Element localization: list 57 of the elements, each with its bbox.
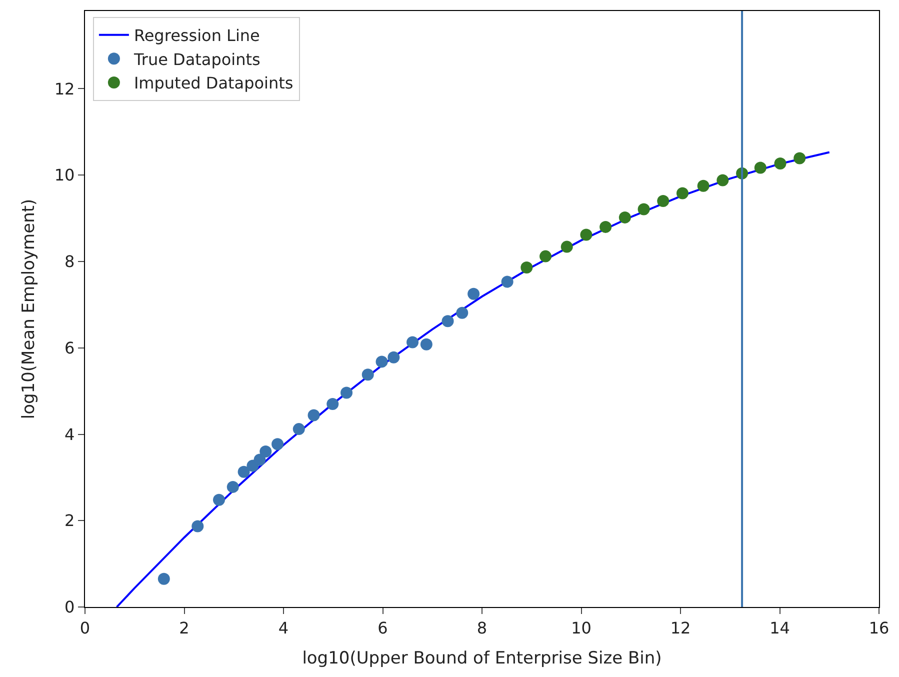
point [376, 356, 388, 368]
y-tick-label: 4 [64, 424, 75, 444]
x-tick-label: 4 [278, 618, 289, 638]
point [388, 351, 400, 364]
x-tick-label: 6 [378, 618, 388, 638]
point [754, 162, 766, 174]
y-tick-label: 12 [54, 79, 75, 98]
point [192, 520, 204, 532]
line-series [116, 151, 830, 607]
point [520, 262, 533, 274]
point [468, 288, 480, 300]
point [406, 336, 419, 348]
x-axis-title: log10(Upper Bound of Enterprise Size Bin) [302, 648, 662, 669]
point [254, 454, 266, 466]
point [774, 157, 786, 170]
point [420, 338, 432, 350]
point [292, 423, 305, 436]
y-axis-title: log10(Mean Employment) [18, 198, 39, 420]
point [326, 398, 339, 410]
x-tick-label: 16 [868, 618, 890, 638]
y-tick-label: 8 [64, 252, 75, 272]
y-tick-label: 10 [54, 166, 75, 185]
y-tick-label: 6 [64, 338, 75, 358]
legend-label: Regression Line [134, 26, 260, 46]
legend-label: Imputed Datapoints [134, 74, 294, 93]
point [340, 386, 353, 399]
point [697, 180, 710, 192]
point [600, 220, 612, 233]
x-tick-label: 0 [80, 618, 90, 638]
x-tick-label: 8 [476, 618, 488, 638]
legend-label: True Datapoints [132, 50, 260, 69]
y-tick-label: 0 [64, 598, 75, 617]
point [456, 306, 468, 319]
point [238, 466, 250, 478]
x-tick-label: 12 [670, 618, 691, 638]
x-tick-label: 2 [179, 618, 190, 638]
point [657, 195, 670, 208]
point [676, 187, 688, 200]
point [226, 480, 239, 493]
point [560, 240, 573, 253]
point [212, 494, 225, 506]
point [308, 409, 320, 422]
y-tick-label: 2 [64, 511, 75, 530]
point [501, 276, 514, 288]
x-tick-label: 10 [571, 618, 592, 638]
point [794, 152, 806, 164]
point [158, 572, 170, 585]
point [580, 228, 592, 241]
point [716, 174, 729, 186]
point [362, 368, 374, 381]
point [260, 446, 272, 458]
point [618, 211, 631, 224]
point [272, 438, 284, 450]
x-tick-label: 14 [770, 618, 790, 638]
point [540, 250, 552, 262]
point [442, 315, 454, 328]
point [638, 203, 650, 216]
